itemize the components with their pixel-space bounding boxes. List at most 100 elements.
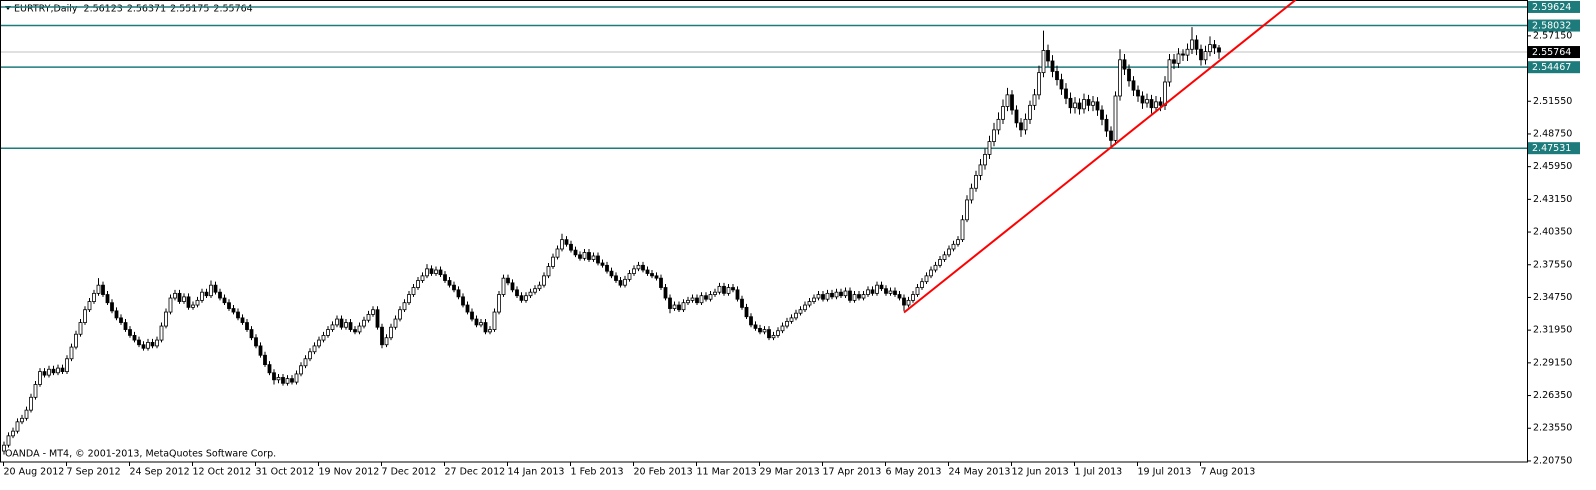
candle-body	[870, 289, 875, 294]
level-label-box	[1528, 0, 1580, 13]
candle-body	[389, 326, 393, 339]
candle-body	[627, 273, 632, 280]
candle-body	[1037, 72, 1041, 96]
x-tick-label: 1 Jul 2013	[1075, 467, 1123, 478]
candle-body	[830, 292, 834, 298]
candle-body	[762, 329, 767, 333]
candle-body	[906, 299, 911, 306]
candle-body	[650, 273, 654, 277]
candle-body	[209, 284, 213, 297]
candle-body	[947, 248, 951, 256]
candle-body	[974, 175, 978, 189]
candle-body	[942, 254, 947, 260]
candle-body	[654, 275, 659, 279]
candle-body	[159, 325, 164, 341]
candle-body	[866, 289, 870, 295]
x-tick-label: 24 Sep 2012	[130, 467, 190, 478]
footer: OANDA - MT4, © 2001-2013, MetaQuotes Sof…	[5, 449, 276, 460]
candle-body	[969, 187, 974, 201]
candle-body	[587, 252, 591, 260]
candle-body	[501, 277, 506, 295]
y-tick-label: 2.57150	[1533, 30, 1572, 41]
trendline	[903, 0, 1297, 314]
candle-body	[182, 296, 186, 302]
candle-body	[704, 295, 708, 300]
candle-body	[11, 430, 15, 437]
candle-body	[123, 322, 128, 330]
candle-body	[375, 309, 380, 328]
candle-body	[110, 302, 114, 312]
candle-body	[767, 329, 771, 339]
candle-body	[200, 291, 204, 301]
candle-body	[105, 294, 110, 304]
current-price-box	[1528, 46, 1580, 59]
candle-body	[1014, 109, 1019, 124]
x-tick-label: 20 Aug 2012	[4, 467, 65, 478]
x-tick-label: 1 Feb 2013	[571, 467, 624, 478]
candle-body	[33, 384, 38, 398]
candle-body	[141, 344, 146, 349]
candle-body	[686, 299, 690, 304]
candle-body	[897, 294, 902, 299]
candle-body	[371, 309, 375, 315]
candle-body	[92, 292, 96, 302]
candle-body	[317, 339, 321, 347]
y-tick-label: 2.31950	[1533, 325, 1572, 336]
candle-body	[69, 346, 74, 360]
candle-body	[263, 354, 267, 366]
candle-body	[1208, 44, 1212, 53]
candle-body	[1019, 122, 1023, 131]
candle-body	[794, 312, 798, 319]
candle-body	[128, 329, 132, 336]
candle-body	[1050, 60, 1055, 72]
candle-body	[488, 329, 492, 333]
candle-body	[582, 252, 587, 259]
candle-body	[911, 294, 915, 301]
candle-body	[425, 268, 429, 277]
candle-body	[362, 319, 366, 327]
candle-body	[1064, 88, 1068, 99]
candle-body	[722, 285, 726, 294]
x-tick-label: 29 Mar 2013	[760, 467, 820, 478]
x-tick-label: 27 Dec 2012	[445, 467, 506, 478]
level-label-box	[1528, 61, 1580, 74]
candle-body	[726, 287, 731, 294]
candle-body	[992, 129, 996, 142]
candle-body	[281, 377, 285, 384]
x-tick-label: 7 Dec 2012	[382, 467, 437, 478]
candle-body	[623, 278, 627, 286]
plot-frame	[0, 0, 1528, 463]
candle-body	[987, 141, 992, 155]
candle-body	[1073, 102, 1077, 109]
candle-body	[227, 302, 231, 309]
candle-body	[191, 304, 195, 308]
candle-body	[407, 294, 411, 304]
y-tick-label: 2.20750	[1533, 455, 1572, 466]
level-label: 2.59624	[1532, 2, 1571, 13]
candle-body	[744, 306, 749, 318]
y-tick-label: 2.29150	[1533, 357, 1572, 368]
candle-body	[825, 292, 830, 300]
candle-body	[888, 290, 893, 294]
candle-body	[645, 269, 650, 274]
candle-body	[951, 243, 956, 250]
candle-body	[1010, 94, 1014, 111]
candle-body	[186, 296, 191, 308]
candle-body	[249, 329, 254, 339]
candle-body	[1194, 39, 1199, 50]
candle-body	[479, 322, 483, 326]
candle-body	[1046, 50, 1050, 62]
close: 2.55764	[213, 3, 252, 14]
candle-body	[1149, 99, 1154, 109]
candle-body	[434, 269, 438, 274]
candle-body	[398, 309, 402, 320]
candle-body	[78, 322, 83, 335]
candle-body	[65, 358, 69, 373]
candle-body	[1122, 59, 1127, 70]
candle-body	[1041, 50, 1046, 74]
y-tick-label: 2.26350	[1533, 390, 1572, 401]
y-tick-label: 2.48750	[1533, 128, 1572, 139]
candle-body	[366, 313, 371, 321]
candle-body	[708, 294, 713, 300]
candle-body	[285, 378, 290, 384]
